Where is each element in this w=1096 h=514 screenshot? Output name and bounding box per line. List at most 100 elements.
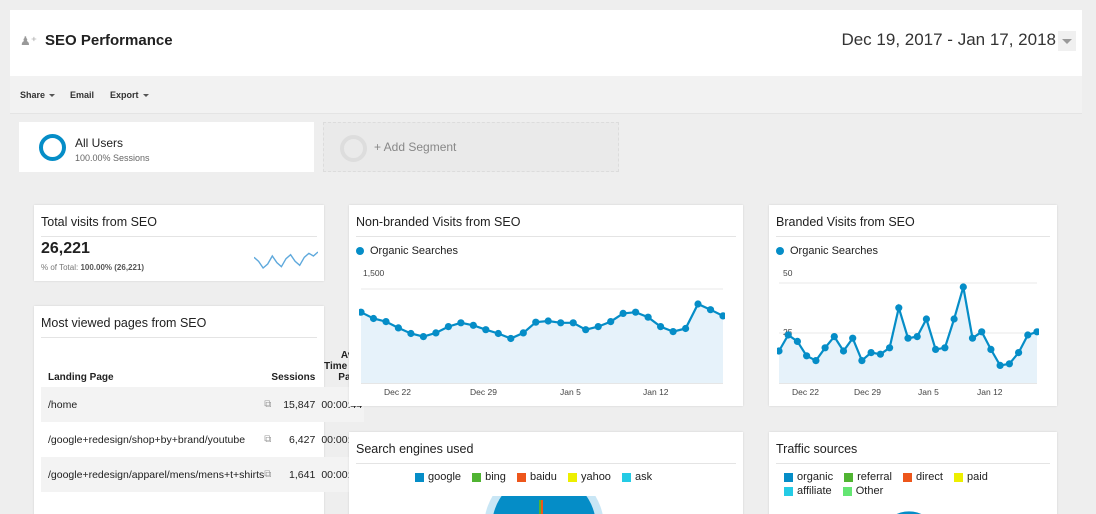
legend-item-bing[interactable]: bing (472, 471, 506, 483)
legend-item-referral[interactable]: referral (844, 471, 892, 483)
open-link-icon[interactable]: ⧉ (264, 387, 272, 422)
data-point[interactable] (369, 314, 378, 323)
legend-item-yahoo[interactable]: yahoo (567, 471, 611, 483)
data-point[interactable] (996, 361, 1004, 369)
legend-item-paid[interactable]: paid (954, 471, 988, 483)
data-point[interactable] (793, 337, 801, 345)
data-point[interactable] (1015, 349, 1023, 357)
data-point[interactable] (839, 347, 848, 355)
legend-item-organic[interactable]: organic (784, 471, 833, 483)
data-point[interactable] (619, 309, 627, 317)
data-point[interactable] (457, 319, 465, 327)
page-path[interactable]: /google+redesign/apparel/mens/mens+t+shi… (41, 457, 265, 492)
data-point[interactable] (394, 324, 402, 332)
chart-legend[interactable]: Organic Searches (776, 245, 878, 257)
data-point[interactable] (867, 349, 875, 357)
data-point[interactable] (803, 352, 811, 360)
data-point[interactable] (858, 357, 866, 365)
data-point[interactable] (777, 347, 783, 355)
data-point[interactable] (876, 350, 884, 358)
data-point[interactable] (669, 328, 677, 336)
add-segment-button[interactable]: + Add Segment (323, 122, 619, 172)
data-point[interactable] (494, 329, 502, 338)
col-sessions[interactable]: Sessions (271, 372, 316, 383)
share-button[interactable]: Share (20, 90, 56, 100)
page-path[interactable]: /google+redesign/shop+by+brand/youtube (48, 433, 246, 446)
data-point[interactable] (359, 308, 365, 316)
data-point[interactable] (419, 333, 427, 341)
data-point[interactable] (594, 323, 602, 331)
divider (776, 463, 1050, 464)
open-link-icon[interactable]: ⧉ (264, 434, 272, 445)
card-title: Most viewed pages from SEO (41, 316, 207, 330)
col-landing-page[interactable]: Landing Page (48, 372, 114, 383)
data-point[interactable] (812, 357, 820, 365)
data-point[interactable] (632, 308, 640, 316)
date-dropdown-icon[interactable] (1058, 31, 1076, 51)
sparkline-line (254, 251, 318, 270)
legend-item-google[interactable]: google (415, 471, 461, 483)
segment-all-users[interactable]: All Users 100.00% Sessions (19, 122, 314, 172)
legend-label: Organic Searches (370, 245, 459, 257)
x-tick-label: Dec 29 (470, 387, 497, 397)
table-row: /google+redesign/shop+by+brand/youtube ⧉… (41, 422, 364, 457)
data-point[interactable] (895, 304, 903, 312)
data-point[interactable] (932, 345, 940, 353)
data-point[interactable] (682, 324, 690, 333)
chart-legend[interactable]: Organic Searches (356, 245, 458, 257)
export-button[interactable]: Export (110, 90, 149, 100)
data-point[interactable] (544, 317, 552, 325)
data-point[interactable] (1033, 328, 1039, 336)
data-point[interactable] (644, 313, 652, 321)
legend-item-baidu[interactable]: baidu (516, 471, 557, 483)
legend-item-ask[interactable]: ask (622, 471, 652, 483)
nonbranded-visits-card: Non-branded Visits from SEO Organic Sear… (349, 205, 743, 406)
divider (41, 236, 317, 237)
legend-item-affiliate[interactable]: affiliate (784, 485, 832, 497)
legend-item-other[interactable]: Other (842, 485, 883, 497)
data-point[interactable] (830, 333, 838, 341)
data-point[interactable] (382, 318, 390, 326)
data-point[interactable] (941, 344, 949, 352)
data-point[interactable] (968, 334, 977, 342)
data-point[interactable] (432, 329, 440, 337)
data-point[interactable] (532, 318, 540, 326)
data-point[interactable] (821, 344, 829, 352)
page-path[interactable]: /home (41, 387, 265, 422)
date-range-label[interactable]: Dec 19, 2017 - Jan 17, 2018 (841, 30, 1056, 49)
data-point[interactable] (469, 321, 477, 329)
people-icon[interactable]: ♟⁺ (20, 34, 38, 48)
segment-name: All Users (75, 136, 124, 150)
data-point[interactable] (913, 333, 921, 341)
data-point[interactable] (507, 334, 515, 343)
data-point[interactable] (407, 329, 415, 338)
data-point[interactable] (706, 306, 715, 314)
data-point[interactable] (694, 300, 702, 308)
data-point[interactable] (519, 329, 527, 337)
data-point[interactable] (719, 312, 725, 320)
data-point[interactable] (978, 328, 986, 336)
data-point[interactable] (904, 334, 912, 342)
data-point[interactable] (922, 315, 930, 323)
data-point[interactable] (569, 319, 577, 327)
data-point[interactable] (959, 283, 967, 291)
data-point[interactable] (657, 323, 665, 331)
data-point[interactable] (557, 319, 565, 327)
data-point[interactable] (987, 345, 995, 353)
data-point[interactable] (950, 315, 958, 323)
data-point[interactable] (849, 334, 857, 342)
open-link-icon[interactable]: ⧉ (264, 457, 272, 492)
data-point[interactable] (582, 326, 590, 334)
data-point[interactable] (886, 344, 894, 352)
data-point[interactable] (1005, 360, 1013, 368)
data-point[interactable] (482, 326, 490, 334)
data-point[interactable] (1024, 331, 1032, 339)
total-visits-card: Total visits from SEO 26,221 % of Total:… (34, 205, 324, 281)
email-button[interactable]: Email (70, 90, 95, 100)
legend-item-direct[interactable]: direct (903, 471, 943, 483)
data-point[interactable] (607, 318, 615, 326)
x-tick-label: Jan 12 (977, 387, 1003, 397)
x-tick-label: Dec 29 (854, 387, 881, 397)
data-point[interactable] (444, 323, 452, 331)
data-point[interactable] (784, 331, 792, 339)
